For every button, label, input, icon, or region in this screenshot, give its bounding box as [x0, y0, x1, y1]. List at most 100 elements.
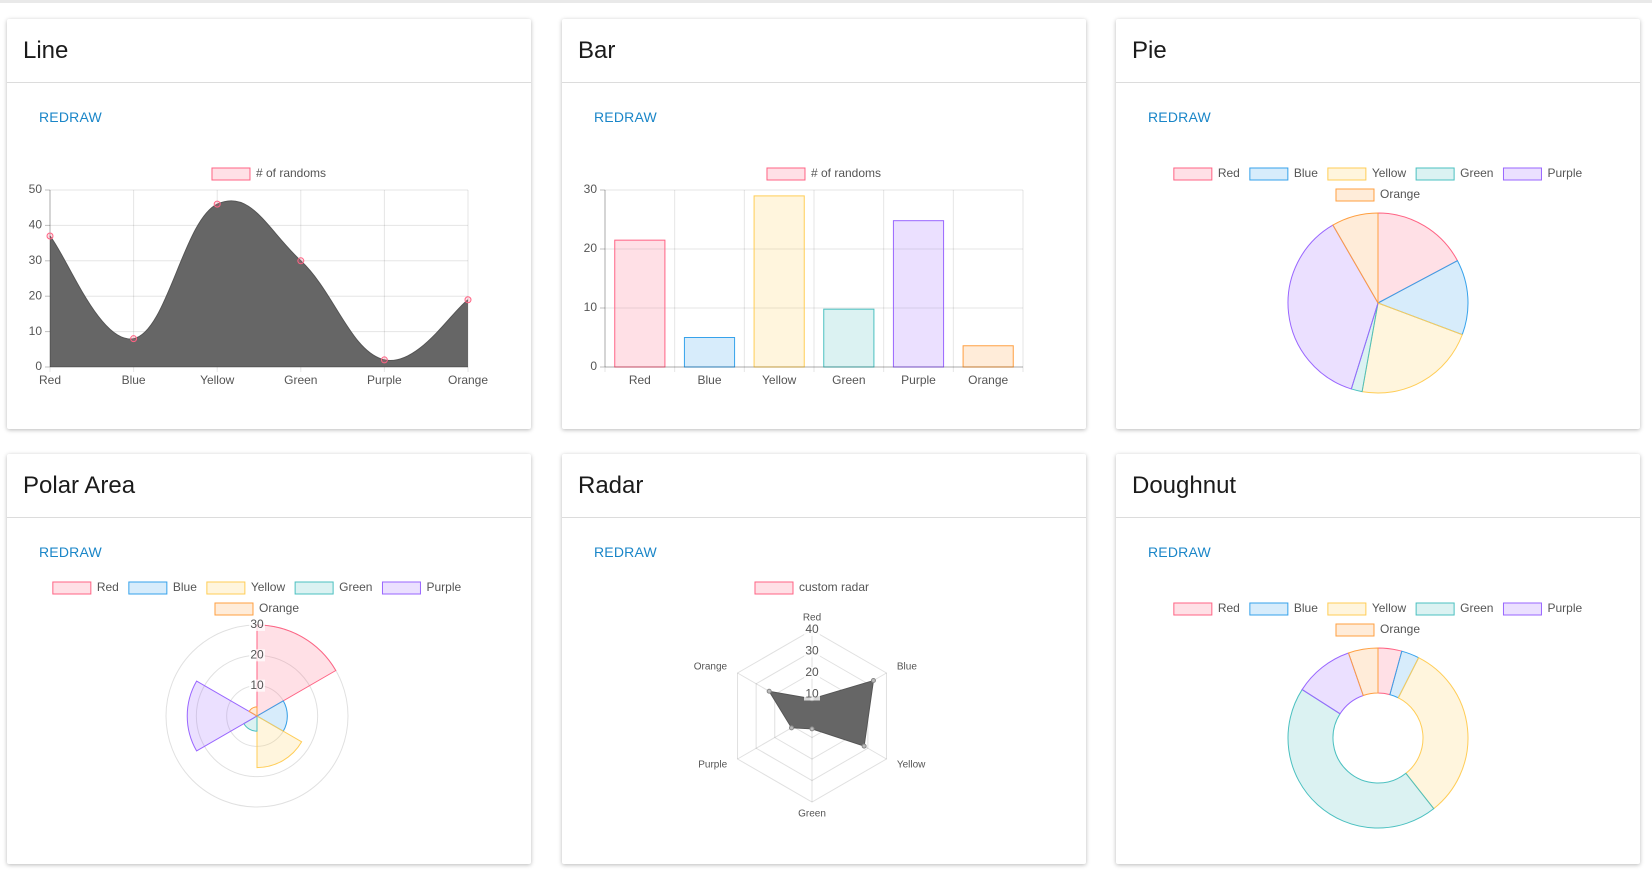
legend-label: Red	[1218, 601, 1240, 615]
x-tick-label: Blue	[697, 373, 721, 387]
legend-swatch	[1502, 602, 1542, 616]
legend-label: # of randoms	[256, 166, 326, 180]
legend-swatch	[1502, 167, 1542, 181]
x-tick-label: Green	[284, 373, 317, 387]
radial-tick-label: 30	[250, 617, 264, 631]
doughnut-chart: Red Blue Yellow Green Purple Orange	[1173, 601, 1582, 829]
radial-tick-label: 20	[805, 665, 819, 679]
polar-area-chart: Red Blue Yellow Green Purple Orange 10 20 30	[52, 580, 461, 808]
legend-swatch	[211, 167, 251, 181]
radial-tick-label: 20	[250, 648, 264, 662]
line-chart-card: Line REDRAW # of randoms 0 10 20 30 40 50 Red Bl…	[7, 19, 531, 429]
legend-swatch	[1335, 188, 1375, 202]
x-tick-label: Green	[832, 373, 865, 387]
tick-backdrop	[249, 649, 265, 662]
redraw-button[interactable]: REDRAW	[594, 109, 657, 125]
x-tick-label: Purple	[901, 373, 936, 387]
card-header: Radar	[562, 454, 1086, 518]
legend-swatch	[1415, 602, 1455, 616]
pie-slice	[1376, 259, 1469, 336]
top-divider	[0, 0, 1652, 3]
data-point	[861, 743, 867, 749]
y-tick-label: 30	[29, 253, 43, 267]
tick-backdrop	[804, 688, 820, 701]
x-tick-label: Yellow	[762, 373, 797, 387]
polar-segment	[256, 715, 303, 769]
line-series	[49, 200, 469, 361]
tick-backdrop	[804, 667, 820, 679]
polar-segment	[256, 624, 337, 717]
radial-tick-label: 40	[805, 622, 819, 636]
data-point	[789, 725, 795, 731]
y-tick-label: 10	[29, 324, 43, 338]
x-tick-label: Red	[629, 373, 651, 387]
pie-chart: Red Blue Yellow Green Purple Orange	[1173, 166, 1582, 394]
bar	[683, 337, 736, 368]
legend-label: Purple	[1547, 601, 1582, 615]
x-tick-label: Orange	[448, 373, 488, 387]
card-header: Bar	[562, 19, 1086, 83]
legend-label: Yellow	[1372, 166, 1407, 180]
bar	[892, 220, 945, 368]
legend-swatch	[766, 167, 806, 181]
doughnut-slice	[1347, 647, 1379, 697]
legend-swatch	[381, 581, 421, 595]
card-header: Doughnut	[1116, 454, 1640, 518]
y-tick-label: 20	[29, 288, 43, 302]
data-point	[380, 356, 388, 364]
legend-swatch	[1173, 602, 1213, 616]
data-point	[213, 200, 221, 208]
y-tick-label: 20	[584, 241, 598, 255]
card-title: Polar Area	[23, 471, 136, 499]
doughnut-slice	[1287, 688, 1435, 829]
doughnut-slice	[1397, 657, 1469, 810]
legend-label: custom radar	[799, 580, 869, 594]
legend-label: Red	[1218, 166, 1240, 180]
pie-slice	[1377, 212, 1459, 304]
legend-swatch	[294, 581, 334, 595]
legend-swatch	[1327, 167, 1367, 181]
doughnut-chart-card: Doughnut REDRAW Red Blue Yellow Green Purple…	[1116, 454, 1640, 864]
bar	[962, 345, 1014, 368]
legend-swatch	[754, 581, 794, 595]
legend-label: Blue	[1294, 166, 1318, 180]
legend-swatch	[52, 581, 92, 595]
legend-swatch	[1249, 167, 1289, 181]
data-point	[870, 678, 876, 684]
radar-series-area	[768, 679, 875, 747]
legend-label: Orange	[1380, 187, 1420, 201]
radar-chart: custom radar Red Blue Yellow Green Purple Oran…	[694, 580, 926, 820]
legend-swatch	[1249, 602, 1289, 616]
radar-point-label: Green	[798, 809, 826, 820]
polar-area-chart-card: Polar Area REDRAW Red Blue Yellow Green Purp…	[7, 454, 531, 864]
tick-backdrop	[804, 645, 820, 658]
line-area-fill	[50, 200, 468, 367]
data-point	[46, 232, 54, 240]
radar-gridline	[737, 629, 887, 803]
radial-tick-label: 10	[250, 678, 264, 692]
legend-swatch	[1327, 602, 1367, 616]
card-title: Bar	[578, 36, 616, 64]
data-point	[297, 257, 305, 265]
redraw-button[interactable]: REDRAW	[39, 109, 102, 125]
legend-swatch	[1173, 167, 1213, 181]
redraw-button[interactable]: REDRAW	[594, 544, 657, 560]
data-point	[130, 335, 138, 343]
redraw-button[interactable]: REDRAW	[1148, 109, 1211, 125]
y-tick-label: 30	[584, 182, 598, 196]
legend-label: Orange	[1380, 622, 1420, 636]
legend-swatch	[128, 581, 168, 595]
radial-tick-label: 10	[805, 687, 819, 701]
legend-label: Blue	[1294, 601, 1318, 615]
redraw-button[interactable]: REDRAW	[1148, 544, 1211, 560]
card-title: Line	[23, 36, 69, 64]
pie-slice	[1332, 212, 1379, 305]
legend-swatch	[1335, 623, 1375, 637]
data-point	[809, 726, 815, 732]
legend-label: Orange	[259, 601, 299, 615]
tick-backdrop	[249, 619, 265, 631]
legend-swatch	[214, 602, 254, 616]
redraw-button[interactable]: REDRAW	[39, 544, 102, 560]
pie-chart-card: Pie REDRAW Red Blue Yellow Green Purple Orang…	[1116, 19, 1640, 429]
x-tick-label: Blue	[122, 373, 146, 387]
